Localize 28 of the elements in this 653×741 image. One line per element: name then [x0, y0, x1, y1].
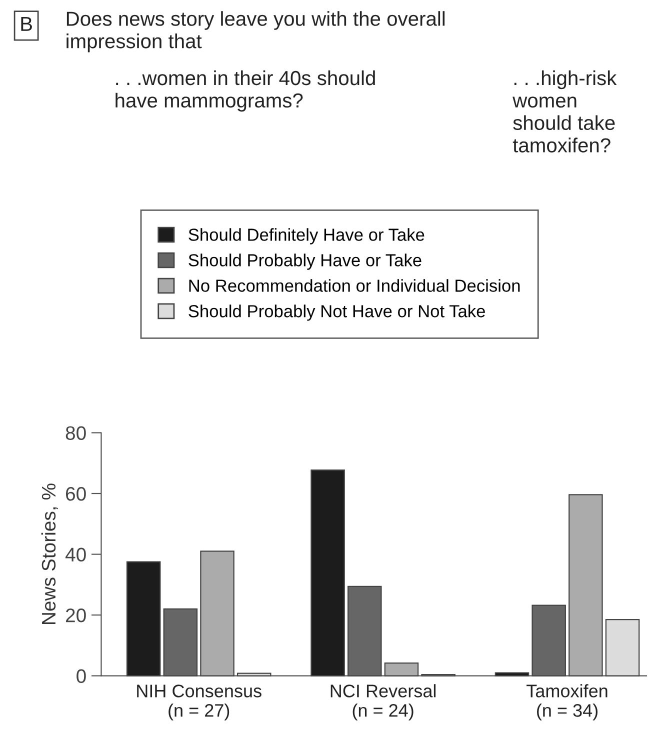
y-tick-label: 40 — [65, 548, 86, 562]
legend-label: No Recommendation or Individual Decision — [189, 279, 520, 292]
x-tick-label: Tamoxifen (n = 34) — [526, 684, 608, 720]
bar — [532, 604, 566, 676]
bar — [568, 494, 603, 676]
x-tick-label: NCI Reversal (n = 24) — [330, 684, 436, 720]
bar — [605, 619, 640, 676]
bar — [200, 550, 234, 676]
bar — [163, 608, 198, 676]
x-tick-label: NIH Consensus (n = 27) — [137, 684, 262, 720]
text: . . .women in their 40s should have mammograms? — [116, 70, 375, 112]
chart-title: Does news story leave you with the overall impression that — [66, 11, 445, 52]
y-tick-label: 80 — [66, 426, 86, 440]
bar — [236, 672, 272, 676]
bar — [310, 470, 345, 676]
y-tick-label: 0 — [76, 669, 86, 684]
legend-label: Should Probably Have or Take — [188, 254, 422, 270]
bar — [494, 672, 530, 676]
legend-label: Should Probably Not Have or Not Take — [188, 304, 485, 321]
bar — [384, 662, 419, 676]
y-tick-label: 60 — [66, 486, 86, 501]
text: B — [21, 17, 32, 31]
y-axis-title: News Stories, % — [41, 484, 58, 624]
text: . . .high-risk women should take tamoxifen? — [512, 70, 617, 152]
y-tick-label: 20 — [66, 608, 86, 622]
legend-label: Should Definitely Have or Take — [188, 228, 424, 244]
bar — [126, 561, 161, 676]
bar — [348, 586, 382, 676]
